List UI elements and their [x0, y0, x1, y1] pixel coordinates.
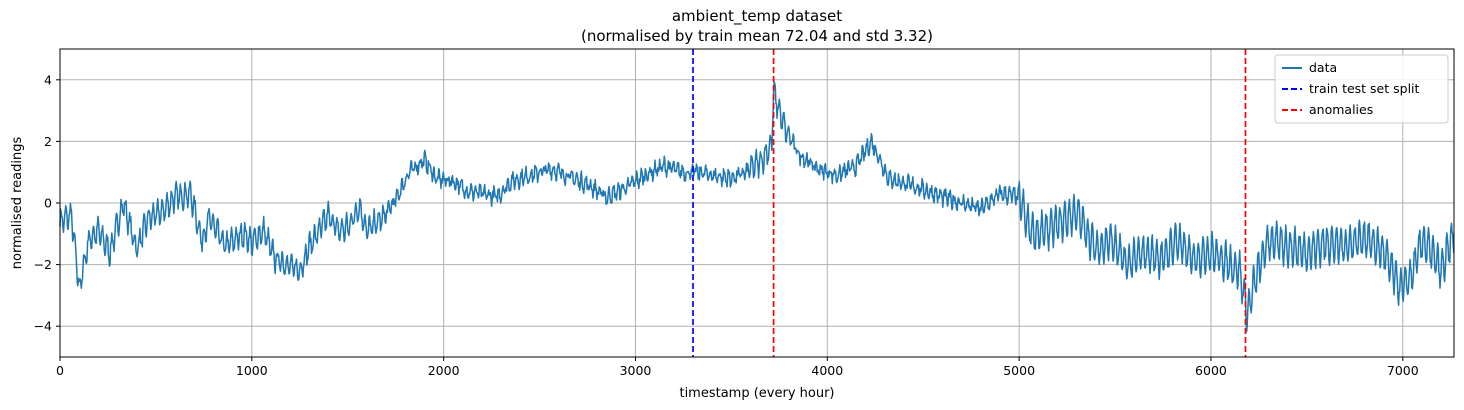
x-tick-label: 6000 [1195, 363, 1227, 378]
legend-label-data: data [1309, 60, 1337, 75]
legend-box [1274, 54, 1449, 124]
x-tick-label: 2000 [428, 363, 460, 378]
chart-subtitle: (normalised by train mean 72.04 and std … [581, 27, 933, 45]
y-axis-label: normalised readings [10, 137, 25, 270]
y-tick-label: 2 [44, 134, 52, 149]
x-tick-label: 4000 [811, 363, 843, 378]
x-tick-label: 5000 [1003, 363, 1035, 378]
chart-title: ambient_temp dataset [672, 7, 842, 26]
legend-label-split: train test set split [1309, 81, 1420, 96]
x-tick-label: 7000 [1387, 363, 1419, 378]
x-tick-label: 3000 [620, 363, 652, 378]
y-tick-label: 4 [44, 72, 52, 87]
data-series-layer [59, 81, 1455, 333]
legend-label-anomalies: anomalies [1309, 102, 1373, 117]
y-tick-label: −4 [34, 319, 52, 334]
grid [59, 49, 1454, 357]
data-series-line [59, 81, 1455, 333]
ticks: 0 1000 2000 3000 4000 5000 6000 7000 −4 −2 0 2 4 [34, 72, 1419, 378]
y-tick-label: 0 [44, 196, 52, 211]
x-axis-label: timestamp (every hour) [679, 386, 834, 401]
y-tick-label: −2 [34, 257, 52, 272]
x-tick-label: 0 [56, 363, 64, 378]
legend: data train test set split anomalies [1274, 54, 1449, 124]
x-tick-label: 1000 [236, 363, 268, 378]
vertical-lines-layer [692, 49, 1247, 357]
